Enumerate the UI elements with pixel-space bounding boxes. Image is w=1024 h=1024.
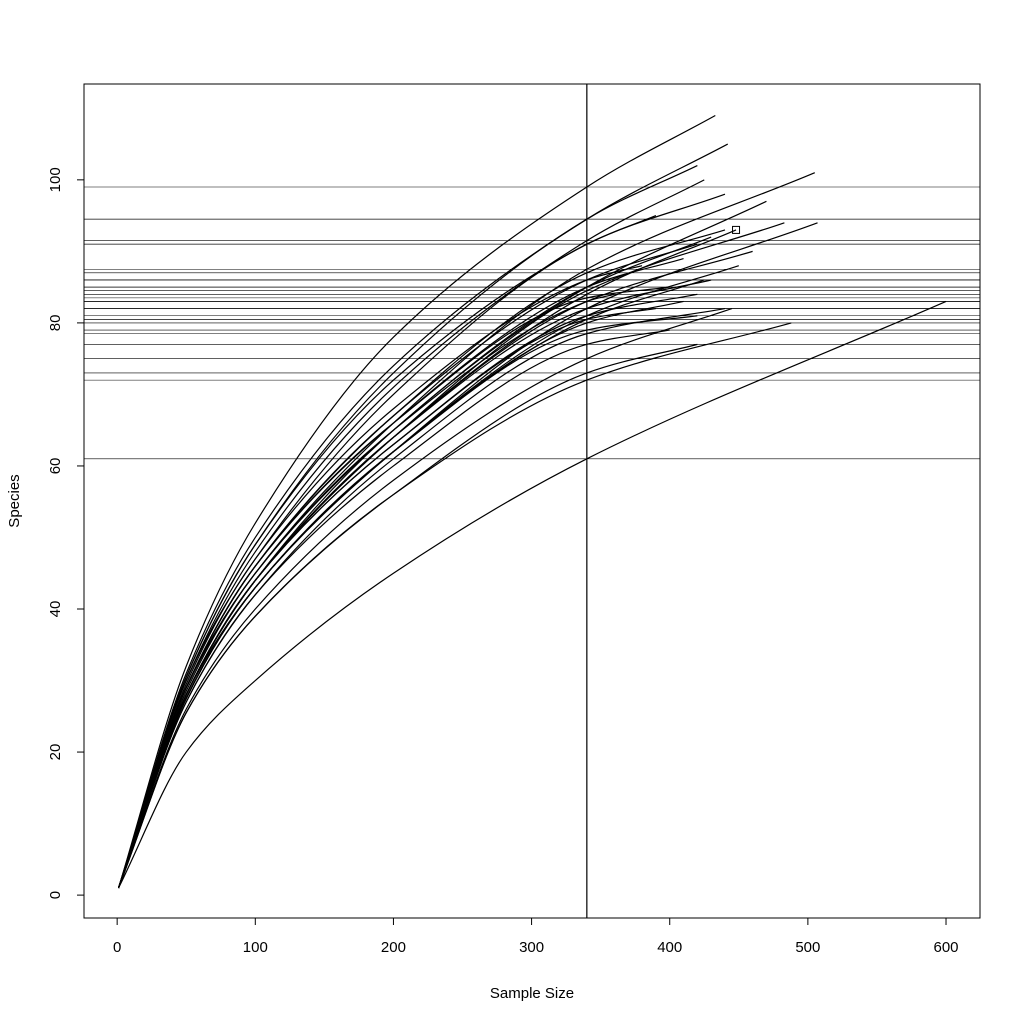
y-tick-label: 20 [47,744,64,761]
y-tick-label: 80 [47,315,64,332]
rarefaction-curve [117,114,716,889]
x-axis-label: Sample Size [490,985,574,1002]
x-tick-label: 500 [795,939,820,956]
rarefaction-curve [117,279,712,889]
rarefaction-curve [117,193,726,889]
y-axis-label: Species [6,474,23,527]
x-tick-label: 100 [243,939,268,956]
rarefaction-curve [117,243,698,889]
x-tick-label: 600 [934,939,959,956]
rarefaction-curve [117,229,737,889]
rarefaction-curve [117,222,818,889]
plot-frame [83,83,981,919]
rarefaction-curve [117,250,753,889]
rarefaction-curve [117,308,733,889]
marker [732,225,741,234]
rarefaction-curve [117,265,739,889]
rarefaction-curve [117,229,726,889]
x-tick-label: 400 [657,939,682,956]
x-tick-label: 300 [519,939,544,956]
x-tick-label: 200 [381,939,406,956]
rarefaction-curve [117,143,729,889]
y-tick-label: 40 [47,601,64,618]
rarefaction-curve [117,215,657,889]
rarefaction-curve [117,222,785,889]
rarefaction-curve [117,293,615,889]
rarefaction-curve [117,300,684,889]
y-tick-label: 100 [47,167,64,192]
rarefaction-curve [117,236,712,889]
rarefaction-curve [117,179,705,889]
y-tick-label: 60 [47,458,64,475]
rarefaction-curve [117,257,684,889]
rarefaction-curve [117,300,947,889]
rarefaction-curve [117,265,643,889]
rarefaction-curve [117,315,698,889]
rarefaction-curve [117,293,698,889]
rarefaction-curve [117,308,657,889]
x-tick-label: 0 [113,939,121,956]
y-tick-label: 0 [47,891,64,899]
rarefaction-curve [117,308,726,889]
